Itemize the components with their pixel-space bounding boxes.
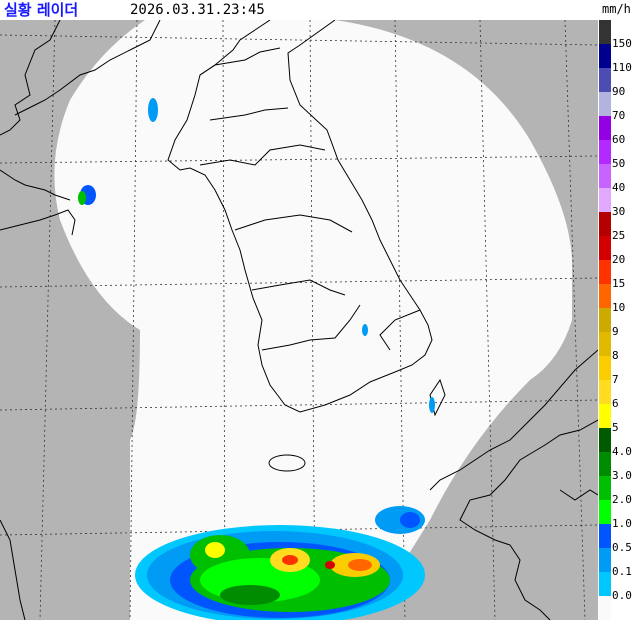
- legend-color-bar: [599, 20, 611, 620]
- legend-swatch: [599, 332, 611, 357]
- legend-label: 6: [612, 397, 619, 410]
- legend-swatch: [599, 20, 611, 45]
- legend-label: 50: [612, 157, 626, 170]
- radar-coverage-area: [54, 20, 572, 620]
- legend-label: 0.5: [612, 541, 632, 554]
- legend-swatch: [599, 380, 611, 405]
- legend-label: 20: [612, 253, 626, 266]
- header-bar: 실황 레이더 2026.03.31.23:45 mm/h: [0, 0, 635, 20]
- grid-lines: [0, 20, 598, 620]
- legend-label: 3.0: [612, 469, 632, 482]
- legend-swatch: [599, 308, 611, 333]
- legend-swatch: [599, 500, 611, 525]
- legend-swatch: [599, 188, 611, 213]
- legend-swatch: [599, 164, 611, 189]
- legend-swatch: [599, 284, 611, 309]
- legend-swatch: [599, 140, 611, 165]
- legend-swatch: [599, 236, 611, 261]
- legend-swatch: [599, 548, 611, 573]
- legend-label: 25: [612, 229, 626, 242]
- legend-swatch: [599, 572, 611, 597]
- legend-label: 7: [612, 373, 619, 386]
- legend-label: 4.0: [612, 445, 632, 458]
- legend-swatch: [599, 524, 611, 549]
- legend-label: 110: [612, 61, 632, 74]
- timestamp: 2026.03.31.23:45: [130, 2, 265, 18]
- legend-swatch: [599, 92, 611, 117]
- legend-swatch: [599, 116, 611, 141]
- radar-map[interactable]: [0, 20, 598, 620]
- legend-swatch: [599, 428, 611, 453]
- legend-swatch: [599, 212, 611, 237]
- legend-label: 8: [612, 349, 619, 362]
- legend-label: 5: [612, 421, 619, 434]
- legend-swatch: [599, 68, 611, 93]
- legend-label: 1.0: [612, 517, 632, 530]
- legend-label: 0.1: [612, 565, 632, 578]
- map-title: 실황 레이더: [4, 1, 79, 19]
- legend-label: 9: [612, 325, 619, 338]
- legend-swatch: [599, 476, 611, 501]
- legend-label: 40: [612, 181, 626, 194]
- legend-label: 15: [612, 277, 626, 290]
- legend-label: 70: [612, 109, 626, 122]
- legend-swatch: [599, 596, 611, 620]
- legend-label: 60: [612, 133, 626, 146]
- legend-swatch: [599, 44, 611, 69]
- legend-label: 30: [612, 205, 626, 218]
- legend-swatch: [599, 260, 611, 285]
- legend-swatch: [599, 452, 611, 477]
- legend-label: 10: [612, 301, 626, 314]
- legend-swatch: [599, 356, 611, 381]
- legend-label: 150: [612, 37, 632, 50]
- legend-label: 90: [612, 85, 626, 98]
- precipitation-echoes: [78, 98, 435, 620]
- coastlines: [0, 20, 598, 620]
- legend-label: 2.0: [612, 493, 632, 506]
- legend-unit: mm/h: [602, 2, 631, 16]
- legend-swatch: [599, 404, 611, 429]
- legend-label: 0.0: [612, 589, 632, 602]
